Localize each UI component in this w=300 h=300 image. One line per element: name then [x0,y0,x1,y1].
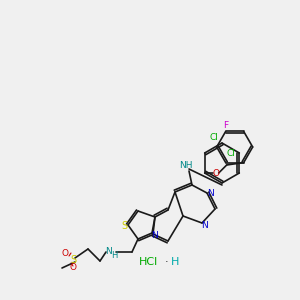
Text: N: N [105,248,111,256]
Text: HCl: HCl [138,257,158,267]
Text: NH: NH [179,161,193,170]
Text: O: O [70,263,76,272]
Text: Cl: Cl [210,133,218,142]
Text: Cl: Cl [227,148,236,158]
Text: N: N [202,220,208,230]
Text: S: S [121,221,127,231]
Text: H: H [171,257,179,267]
Text: O: O [61,248,68,257]
Text: ·: · [165,257,169,267]
Text: N: N [207,188,213,197]
Text: O: O [212,169,219,178]
Text: F: F [223,121,228,130]
Text: S: S [70,255,76,265]
Text: H: H [111,251,117,260]
Text: N: N [152,230,158,239]
